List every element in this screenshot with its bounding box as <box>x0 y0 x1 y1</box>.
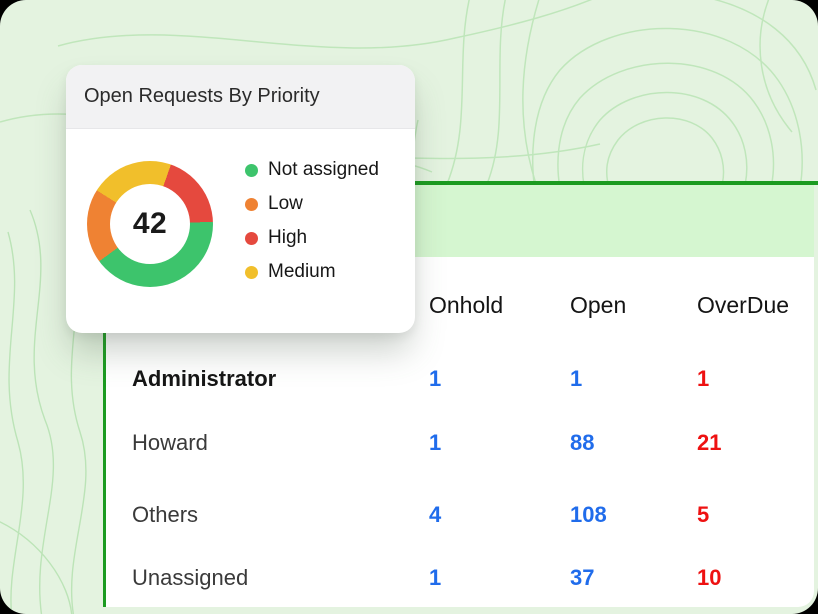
legend-item-medium[interactable]: Medium <box>245 255 379 289</box>
onhold-count: 1 <box>429 366 442 391</box>
panel-top-border <box>103 181 818 185</box>
onhold-count: 1 <box>429 430 442 455</box>
overdue-count: 5 <box>697 502 710 527</box>
row-name: Administrator <box>132 366 277 391</box>
legend-dot-medium <box>245 265 258 279</box>
donut-total-value: 42 <box>132 207 168 240</box>
open-count: 37 <box>570 565 595 590</box>
table-header-row: Onhold Open OverDue <box>106 289 814 321</box>
priority-card[interactable]: Open Requests By Priority 42 Not assigne… <box>66 65 415 333</box>
legend-item-not-assigned[interactable]: Not assigned <box>245 153 379 187</box>
legend-dot-low <box>245 197 258 211</box>
legend-label: High <box>268 227 308 248</box>
donut-hole: 42 <box>110 184 190 264</box>
legend-item-high[interactable]: High <box>245 221 379 255</box>
row-name: Unassigned <box>132 565 249 590</box>
table-row-others[interactable]: Others 4 108 5 <box>106 499 814 531</box>
legend-label: Medium <box>268 261 336 282</box>
column-header-open: Open <box>570 291 627 318</box>
table-row-unassigned[interactable]: Unassigned 1 37 10 <box>106 562 814 594</box>
row-name: Howard <box>132 430 208 455</box>
priority-donut-chart[interactable]: 42 <box>87 161 213 287</box>
column-header-onhold: Onhold <box>429 291 504 318</box>
legend-label: Not assigned <box>268 159 379 180</box>
priority-card-header: Open Requests By Priority <box>66 65 415 129</box>
row-name: Others <box>132 502 199 527</box>
onhold-count: 4 <box>429 502 442 527</box>
table-row-howard[interactable]: Howard 1 88 21 <box>106 427 814 459</box>
overdue-count: 1 <box>697 366 710 391</box>
open-count: 1 <box>570 366 583 391</box>
overdue-count: 21 <box>697 430 722 455</box>
chart-legend: Not assigned Low High Medium <box>245 153 379 289</box>
open-count: 88 <box>570 430 595 455</box>
legend-item-low[interactable]: Low <box>245 187 379 221</box>
onhold-count: 1 <box>429 565 442 590</box>
overdue-count: 10 <box>697 565 722 590</box>
legend-dot-not-assigned <box>245 163 258 177</box>
open-count: 108 <box>570 502 607 527</box>
legend-dot-high <box>245 231 258 245</box>
table-row-administrator[interactable]: Administrator 1 1 1 <box>106 363 814 395</box>
column-header-overdue: OverDue <box>697 291 790 318</box>
card-title: Open Requests By Priority <box>84 85 320 107</box>
legend-label: Low <box>268 193 303 214</box>
